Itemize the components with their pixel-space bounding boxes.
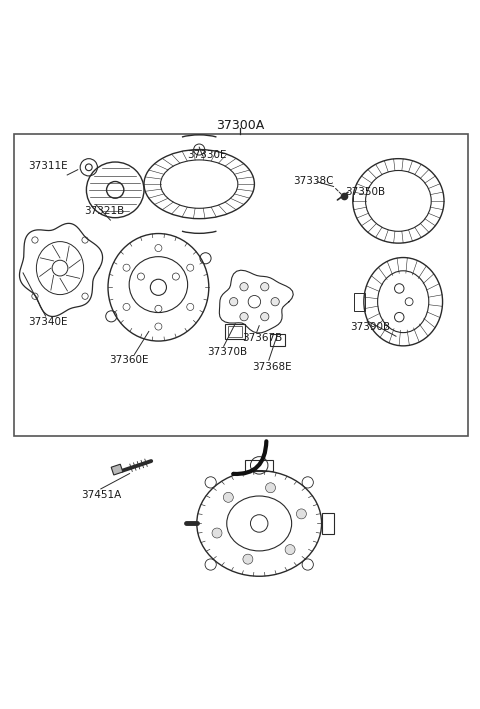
Text: 37360E: 37360E bbox=[109, 355, 149, 365]
Bar bbox=[354, 293, 365, 311]
Circle shape bbox=[243, 554, 253, 564]
Circle shape bbox=[265, 483, 276, 493]
Circle shape bbox=[285, 545, 295, 554]
Bar bbox=[228, 326, 242, 337]
Bar bbox=[322, 513, 334, 534]
Text: 37368E: 37368E bbox=[252, 362, 292, 372]
Circle shape bbox=[212, 528, 222, 538]
Text: 37330E: 37330E bbox=[187, 150, 227, 160]
FancyArrowPatch shape bbox=[233, 441, 266, 474]
Circle shape bbox=[240, 313, 248, 320]
Text: 37370B: 37370B bbox=[207, 347, 248, 357]
Circle shape bbox=[229, 298, 238, 306]
Text: 37390B: 37390B bbox=[350, 322, 391, 332]
Bar bbox=[245, 460, 273, 471]
Bar bbox=[14, 134, 468, 436]
Circle shape bbox=[223, 492, 233, 502]
Text: 37350B: 37350B bbox=[346, 187, 386, 197]
Text: 37451A: 37451A bbox=[82, 490, 122, 500]
Circle shape bbox=[240, 283, 248, 291]
Bar bbox=[270, 335, 285, 346]
Text: 37338C: 37338C bbox=[293, 176, 333, 186]
Circle shape bbox=[271, 298, 279, 306]
Text: 37340E: 37340E bbox=[28, 317, 67, 327]
Text: 37300A: 37300A bbox=[216, 118, 264, 132]
Text: 37367B: 37367B bbox=[242, 333, 283, 343]
Circle shape bbox=[261, 313, 269, 320]
Text: 37321B: 37321B bbox=[84, 206, 124, 216]
Circle shape bbox=[261, 283, 269, 291]
Bar bbox=[111, 464, 123, 475]
Bar bbox=[225, 324, 245, 339]
Text: 37311E: 37311E bbox=[28, 161, 68, 171]
Circle shape bbox=[296, 509, 306, 519]
